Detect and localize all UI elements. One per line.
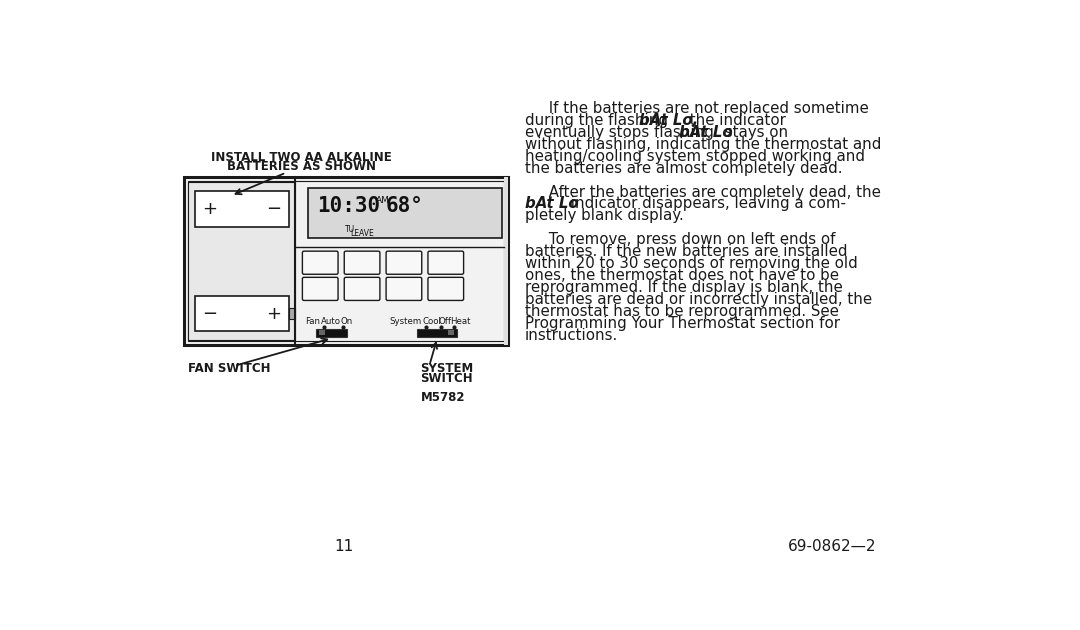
Bar [308, 188, 501, 238]
Bar [319, 331, 325, 335]
Text: SWITCH: SWITCH [420, 372, 473, 385]
Text: Programming Your Thermostat section for: Programming Your Thermostat section for [525, 316, 840, 331]
Text: within 20 to 30 seconds of removing the old: within 20 to 30 seconds of removing the … [525, 256, 858, 271]
FancyBboxPatch shape [302, 251, 338, 274]
Text: Heat: Heat [450, 318, 471, 326]
Bar [504, 177, 508, 345]
Text: To remove, press down on left ends of: To remove, press down on left ends of [525, 232, 835, 248]
Text: AM: AM [376, 196, 390, 205]
FancyBboxPatch shape [387, 277, 422, 301]
Text: 69-0862—2: 69-0862—2 [788, 539, 877, 554]
Text: M5782: M5782 [421, 391, 465, 404]
Text: eventually stops flashing.: eventually stops flashing. [525, 125, 724, 140]
Text: the batteries are almost completely dead.: the batteries are almost completely dead… [525, 161, 842, 176]
Text: System: System [389, 318, 421, 326]
Text: bAt Lo: bAt Lo [525, 197, 579, 212]
Bar [289, 308, 295, 319]
Bar [448, 331, 455, 335]
Text: during the flashing: during the flashing [525, 113, 673, 128]
Text: without flashing, indicating the thermostat and: without flashing, indicating the thermos… [525, 137, 881, 152]
Text: −: − [267, 200, 282, 218]
Bar [189, 182, 296, 340]
Text: batteries are dead or incorrectly installed, the: batteries are dead or incorrectly instal… [525, 292, 872, 307]
Text: ones, the thermostat does not have to be: ones, the thermostat does not have to be [525, 268, 839, 283]
FancyBboxPatch shape [345, 251, 380, 274]
Text: −: − [202, 304, 217, 323]
Text: bAt Lo: bAt Lo [678, 125, 732, 140]
Text: batteries. If the new batteries are installed: batteries. If the new batteries are inst… [525, 244, 848, 259]
Text: After the batteries are completely dead, the: After the batteries are completely dead,… [525, 185, 880, 200]
Text: 11: 11 [335, 539, 354, 554]
Text: INSTALL TWO AA ALKALINE: INSTALL TWO AA ALKALINE [212, 151, 392, 164]
FancyBboxPatch shape [345, 277, 380, 301]
Text: bAt Lo,: bAt Lo, [639, 113, 699, 128]
Text: LEAVE: LEAVE [350, 229, 374, 238]
Text: TU: TU [345, 225, 355, 234]
FancyBboxPatch shape [302, 277, 338, 301]
Text: 68°: 68° [386, 196, 423, 215]
Text: the indicator: the indicator [686, 113, 786, 128]
Bar [194, 191, 289, 227]
FancyBboxPatch shape [387, 251, 422, 274]
Bar [188, 181, 504, 341]
Text: SYSTEM: SYSTEM [420, 362, 473, 375]
Text: indicator disappears, leaving a com-: indicator disappears, leaving a com- [566, 197, 847, 212]
Text: instructions.: instructions. [525, 328, 618, 343]
Text: heating/cooling system stopped working and: heating/cooling system stopped working a… [525, 149, 865, 164]
Text: thermostat has to be reprogrammed. See: thermostat has to be reprogrammed. See [525, 304, 839, 319]
Text: Auto: Auto [321, 318, 341, 326]
Text: On: On [340, 318, 353, 326]
FancyBboxPatch shape [428, 251, 463, 274]
Bar [194, 296, 289, 331]
Text: 10:30: 10:30 [318, 196, 380, 215]
Bar [417, 329, 458, 336]
Text: pletely blank display.: pletely blank display. [525, 209, 684, 224]
Text: +: + [202, 200, 217, 218]
Bar [184, 177, 508, 345]
Text: reprogrammed. If the display is blank, the: reprogrammed. If the display is blank, t… [525, 280, 842, 295]
Text: FAN SWITCH: FAN SWITCH [188, 362, 270, 375]
Text: Fan: Fan [306, 318, 321, 326]
Text: Off: Off [438, 318, 451, 326]
Bar [316, 329, 348, 336]
FancyBboxPatch shape [428, 277, 463, 301]
Text: If the batteries are not replaced sometime: If the batteries are not replaced someti… [525, 101, 868, 116]
Text: Cool: Cool [422, 318, 442, 326]
Text: +: + [267, 304, 282, 323]
Text: BATTERIES AS SHOWN: BATTERIES AS SHOWN [227, 159, 376, 173]
Text: stays on: stays on [720, 125, 788, 140]
